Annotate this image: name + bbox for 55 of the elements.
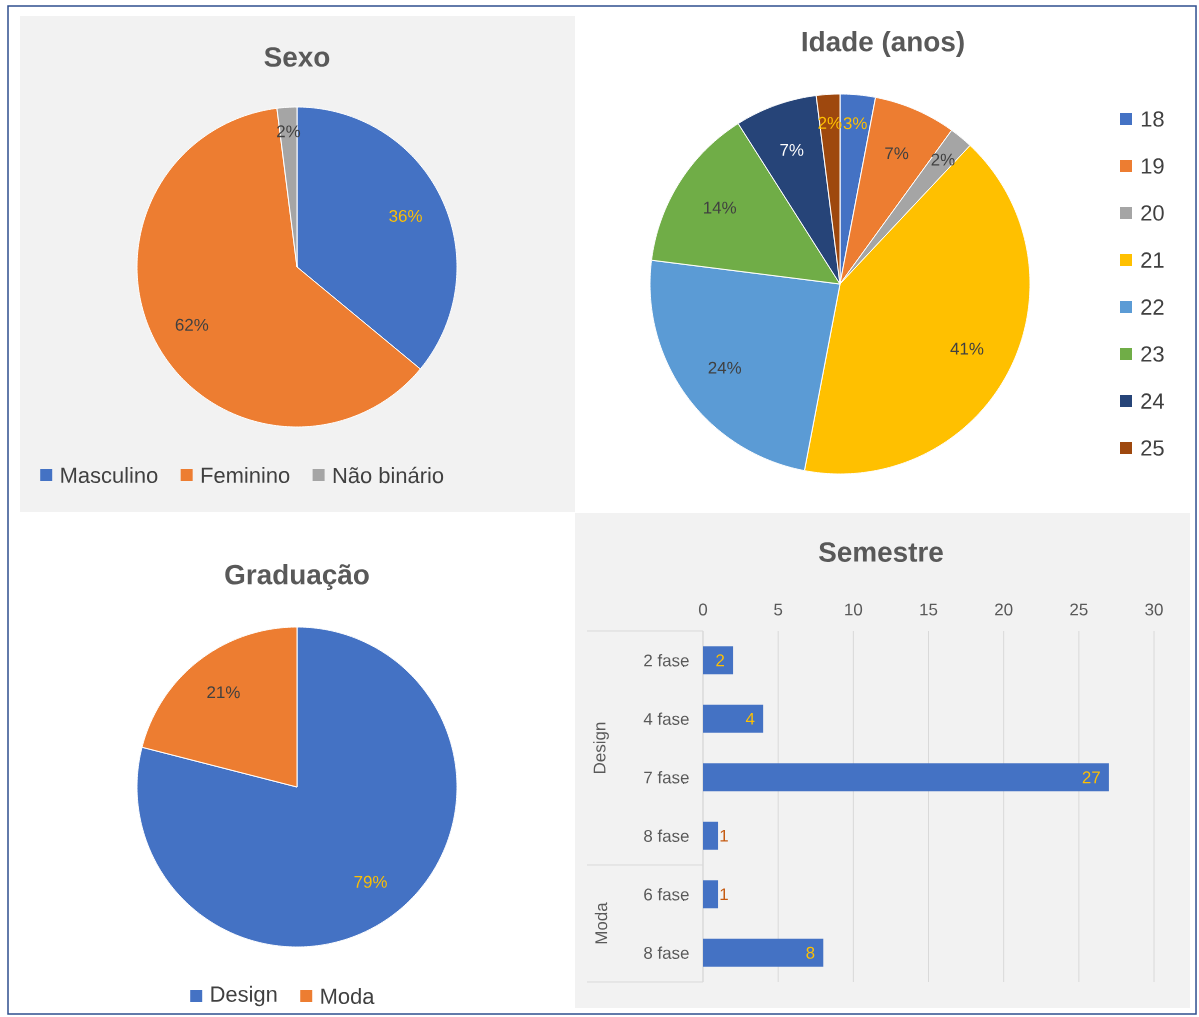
data-label: 27 bbox=[1082, 771, 1100, 784]
y-tick-label: 8 fase bbox=[644, 946, 689, 959]
data-label: 7% bbox=[780, 144, 804, 156]
bar bbox=[703, 938, 824, 967]
data-label: 2% bbox=[931, 153, 955, 166]
data-label: 41% bbox=[950, 342, 984, 355]
x-tick-label: 30 bbox=[1145, 603, 1163, 616]
x-tick-label: 0 bbox=[698, 603, 708, 616]
data-label: 24% bbox=[708, 361, 742, 374]
data-label: 1 bbox=[720, 829, 728, 842]
bar bbox=[703, 763, 1109, 792]
bar bbox=[703, 646, 734, 675]
data-label: 79% bbox=[354, 875, 387, 888]
legend-label: Moda bbox=[321, 987, 375, 1005]
y-tick-label: 7 fase bbox=[644, 771, 689, 784]
x-tick-label: 5 bbox=[774, 603, 783, 616]
data-label: 3% bbox=[843, 117, 867, 130]
chart-title: Idade (anos) bbox=[802, 31, 964, 57]
data-label: 21% bbox=[207, 686, 240, 699]
legend-label: 22 bbox=[1141, 299, 1164, 315]
legend-label: 23 bbox=[1141, 346, 1164, 362]
legend-label: 19 bbox=[1141, 158, 1164, 174]
data-label: 8 bbox=[806, 946, 815, 959]
x-tick-label: 10 bbox=[845, 603, 863, 616]
y-tick-label: 2 fase bbox=[644, 654, 689, 667]
y-tick-label: 4 fase bbox=[643, 712, 689, 725]
bar bbox=[703, 704, 764, 733]
legend-label: 24 bbox=[1141, 393, 1164, 409]
data-label: 36% bbox=[389, 209, 422, 222]
y-tick-label: 8 fase bbox=[644, 829, 689, 842]
legend-label: Masculino bbox=[61, 466, 158, 484]
chart-title: Graduação bbox=[225, 564, 369, 590]
legend-label: 25 bbox=[1141, 440, 1164, 456]
text: Moda bbox=[594, 902, 608, 944]
legend-label: 21 bbox=[1141, 252, 1164, 268]
bar bbox=[703, 821, 719, 850]
data-label: 2 bbox=[716, 654, 725, 667]
bar bbox=[703, 880, 719, 909]
data-label: 4 bbox=[745, 712, 755, 725]
data-label: 62% bbox=[175, 318, 209, 331]
chart-title: Semestre bbox=[819, 542, 943, 562]
x-tick-label: 20 bbox=[995, 603, 1013, 616]
text: Design bbox=[593, 722, 609, 773]
x-tick-label: 15 bbox=[920, 603, 938, 616]
legend-label: 18 bbox=[1141, 111, 1164, 127]
legend-label: Não binário bbox=[333, 466, 444, 484]
x-tick-label: 25 bbox=[1070, 603, 1088, 616]
data-label: 14% bbox=[704, 201, 737, 214]
data-label: 7% bbox=[885, 147, 909, 160]
y-tick-label: 6 fase bbox=[644, 888, 689, 901]
data-label: 1 bbox=[720, 888, 728, 901]
chart-title: Sexo bbox=[264, 47, 330, 67]
legend-label: 20 bbox=[1141, 205, 1164, 221]
legend-label: Design bbox=[211, 985, 277, 1007]
legend-label: Feminino bbox=[201, 466, 290, 484]
